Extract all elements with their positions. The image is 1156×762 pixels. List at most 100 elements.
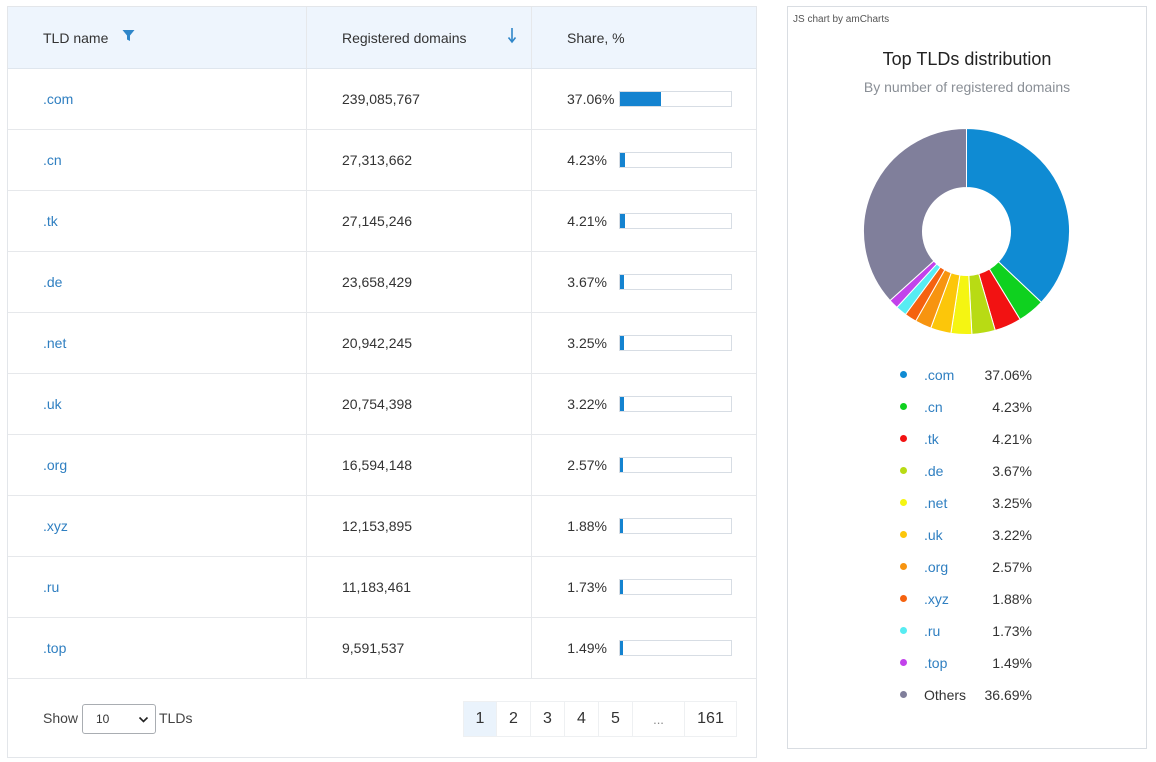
share-bar-fill: [620, 153, 625, 167]
legend-value: 1.88%: [992, 591, 1032, 607]
tld-link[interactable]: .de: [43, 274, 63, 290]
tld-link[interactable]: .uk: [43, 396, 62, 412]
header-share-label: Share, %: [567, 29, 625, 46]
cell-tld: .cn: [8, 130, 307, 190]
legend-marker: [900, 467, 907, 474]
show-label: Show: [43, 710, 79, 726]
legend-item[interactable]: .de 3.67%: [898, 460, 1038, 480]
legend-label: .top: [924, 655, 948, 671]
chart-title: Top TLDs distribution: [882, 49, 1052, 69]
legend-item[interactable]: Others 36.69%: [898, 684, 1038, 704]
page-button[interactable]: 161: [685, 701, 737, 737]
cell-share: 1.88%: [532, 496, 756, 556]
page-size-value: 10: [96, 712, 110, 726]
legend-item[interactable]: .uk 3.22%: [898, 524, 1038, 544]
legend-value: 3.22%: [992, 527, 1032, 543]
tld-link[interactable]: .com: [43, 91, 74, 107]
cell-share: 37.06%: [532, 69, 756, 129]
cell-share: 3.67%: [532, 252, 756, 312]
share-bar: [619, 274, 732, 290]
legend-value: 2.57%: [992, 559, 1032, 575]
pagination-ellipsis: ...: [633, 701, 685, 737]
share-wrap: 3.67%: [567, 274, 732, 290]
share-wrap: 3.22%: [567, 396, 732, 412]
cell-tld: .top: [8, 618, 307, 678]
pagination: 1 2 3 4 5... 161: [463, 701, 737, 737]
donut-slice[interactable]: [966, 127, 1070, 303]
header-share[interactable]: Share, %: [532, 7, 756, 68]
cell-registered-domains: 23,658,429: [307, 252, 532, 312]
legend-label: .com: [924, 367, 955, 383]
legend-item[interactable]: .com 37.06%: [898, 364, 1038, 384]
donut-slice[interactable]: [863, 127, 967, 302]
registered-domains-value: 20,942,245: [342, 335, 413, 351]
donut-chart: [863, 127, 1070, 335]
page-button[interactable]: 4: [565, 701, 599, 737]
cell-registered-domains: 9,591,537: [307, 618, 532, 678]
registered-domains-value: 9,591,537: [342, 640, 405, 656]
table-row: .cn 27,313,662 4.23%: [8, 130, 756, 191]
filter-icon[interactable]: [122, 29, 135, 42]
share-value: 1.73%: [567, 579, 607, 595]
page-button[interactable]: 5: [599, 701, 633, 737]
tld-table: TLD name Registered domains Share, % .co…: [7, 6, 757, 758]
cell-registered-domains: 20,754,398: [307, 374, 532, 434]
table-header: TLD name Registered domains Share, %: [8, 7, 756, 69]
registered-domains-value: 11,183,461: [342, 579, 412, 595]
legend-item[interactable]: .net 3.25%: [898, 492, 1038, 512]
legend-item[interactable]: .xyz 1.88%: [898, 588, 1038, 608]
share-bar: [619, 457, 732, 473]
table-row: .com 239,085,767 37.06%: [8, 69, 756, 130]
page-button[interactable]: 1: [463, 701, 497, 737]
share-value: 2.57%: [567, 457, 607, 473]
tld-link[interactable]: .org: [43, 457, 68, 473]
tld-link[interactable]: .top: [43, 640, 67, 656]
chart-subtitle: By number of registered domains: [863, 79, 1071, 95]
share-bar: [619, 152, 732, 168]
legend-item[interactable]: .cn 4.23%: [898, 396, 1038, 416]
cell-registered-domains: 16,594,148: [307, 435, 532, 495]
registered-domains-value: 16,594,148: [342, 457, 413, 473]
share-bar-fill: [620, 519, 623, 533]
share-value: 3.67%: [567, 274, 607, 290]
tlds-label: TLDs: [159, 710, 193, 726]
registered-domains-value: 20,754,398: [342, 396, 413, 412]
amcharts-credit-link[interactable]: JS chart by amCharts: [793, 14, 890, 25]
legend-item[interactable]: .tk 4.21%: [898, 428, 1038, 448]
table-row: .ru 11,183,461 1.73%: [8, 557, 756, 618]
cell-tld: .de: [8, 252, 307, 312]
registered-domains-value: 239,085,767: [342, 91, 420, 107]
table-row: .xyz 12,153,895 1.88%: [8, 496, 756, 557]
tld-link[interactable]: .ru: [43, 579, 60, 595]
legend-item[interactable]: .top 1.49%: [898, 652, 1038, 672]
legend-value: 3.25%: [992, 495, 1032, 511]
legend-marker: [900, 627, 907, 634]
page-button[interactable]: 3: [531, 701, 565, 737]
tld-link[interactable]: .xyz: [43, 518, 68, 534]
tld-link[interactable]: .net: [43, 335, 67, 351]
cell-share: 4.21%: [532, 191, 756, 251]
cell-tld: .org: [8, 435, 307, 495]
share-wrap: 37.06%: [567, 91, 732, 107]
legend-item[interactable]: .org 2.57%: [898, 556, 1038, 576]
table-row: .de 23,658,429 3.67%: [8, 252, 756, 313]
tld-link[interactable]: .cn: [43, 152, 62, 168]
legend-value: 1.49%: [992, 655, 1032, 671]
share-bar: [619, 579, 732, 595]
legend-label: .xyz: [924, 591, 949, 607]
header-tld-name[interactable]: TLD name: [8, 7, 307, 68]
share-wrap: 3.25%: [567, 335, 732, 351]
legend-value: 37.06%: [984, 367, 1032, 383]
legend-marker: [900, 371, 907, 378]
cell-share: 4.23%: [532, 130, 756, 190]
share-bar: [619, 335, 732, 351]
tld-link[interactable]: .tk: [43, 213, 58, 229]
header-registered-domains[interactable]: Registered domains: [307, 7, 532, 68]
sort-down-icon[interactable]: [507, 25, 517, 45]
share-wrap: 1.88%: [567, 518, 732, 534]
cell-registered-domains: 12,153,895: [307, 496, 532, 556]
page-size-select[interactable]: 10: [82, 704, 156, 734]
legend-label: .org: [924, 559, 949, 575]
page-button[interactable]: 2: [497, 701, 531, 737]
legend-item[interactable]: .ru 1.73%: [898, 620, 1038, 640]
